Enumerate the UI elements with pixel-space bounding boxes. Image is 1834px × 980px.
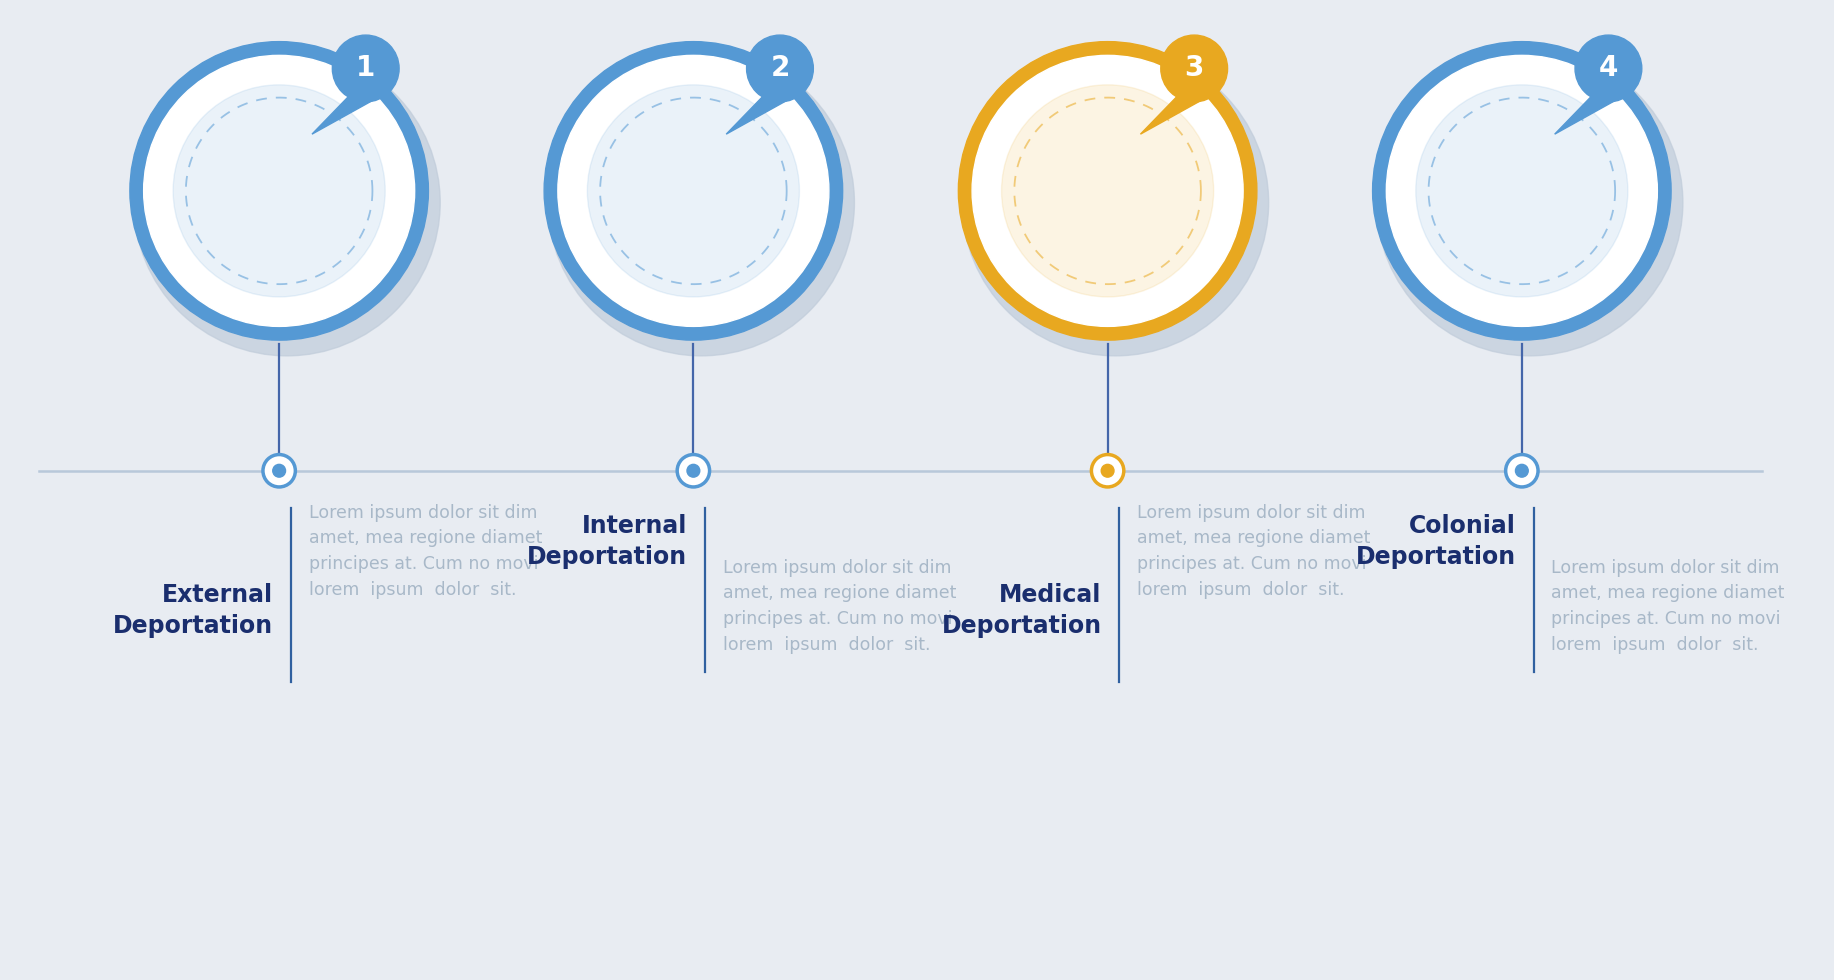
Circle shape	[746, 35, 812, 102]
Circle shape	[677, 455, 710, 487]
Polygon shape	[312, 97, 374, 134]
Circle shape	[1416, 85, 1629, 297]
Circle shape	[1377, 49, 1684, 356]
Text: Internal
Deportation: Internal Deportation	[528, 514, 688, 568]
Circle shape	[1575, 35, 1641, 102]
Circle shape	[972, 55, 1243, 326]
Circle shape	[130, 41, 429, 340]
Text: 3: 3	[1185, 55, 1203, 82]
Circle shape	[587, 85, 800, 297]
Circle shape	[143, 55, 414, 326]
Text: 1: 1	[356, 55, 376, 82]
Circle shape	[1100, 465, 1113, 477]
Circle shape	[1506, 455, 1539, 487]
Text: Lorem ipsum dolor sit dim
amet, mea regione diamet
principes at. Cum no movi
lor: Lorem ipsum dolor sit dim amet, mea regi…	[308, 504, 543, 599]
Circle shape	[273, 465, 286, 477]
Circle shape	[1515, 465, 1528, 477]
Circle shape	[959, 41, 1256, 340]
Circle shape	[688, 465, 701, 477]
Circle shape	[963, 49, 1269, 356]
Text: External
Deportation: External Deportation	[114, 583, 273, 638]
Polygon shape	[726, 97, 789, 134]
Circle shape	[1001, 85, 1214, 297]
Text: Lorem ipsum dolor sit dim
amet, mea regione diamet
principes at. Cum no movi
lor: Lorem ipsum dolor sit dim amet, mea regi…	[1137, 504, 1370, 599]
Circle shape	[262, 455, 295, 487]
Circle shape	[1387, 55, 1658, 326]
Text: Lorem ipsum dolor sit dim
amet, mea regione diamet
principes at. Cum no movi
lor: Lorem ipsum dolor sit dim amet, mea regi…	[1552, 559, 1784, 654]
Text: 4: 4	[1599, 55, 1618, 82]
Circle shape	[558, 55, 829, 326]
Circle shape	[548, 49, 855, 356]
Text: Medical
Deportation: Medical Deportation	[941, 583, 1102, 638]
Text: Colonial
Deportation: Colonial Deportation	[1355, 514, 1517, 568]
Polygon shape	[1141, 97, 1201, 134]
Circle shape	[1372, 41, 1671, 340]
Circle shape	[1161, 35, 1227, 102]
Circle shape	[332, 35, 400, 102]
Circle shape	[172, 85, 385, 297]
Text: 2: 2	[770, 55, 790, 82]
Circle shape	[134, 49, 440, 356]
Circle shape	[545, 41, 842, 340]
Polygon shape	[1555, 97, 1616, 134]
Text: Lorem ipsum dolor sit dim
amet, mea regione diamet
principes at. Cum no movi
lor: Lorem ipsum dolor sit dim amet, mea regi…	[723, 559, 956, 654]
Circle shape	[1091, 455, 1124, 487]
